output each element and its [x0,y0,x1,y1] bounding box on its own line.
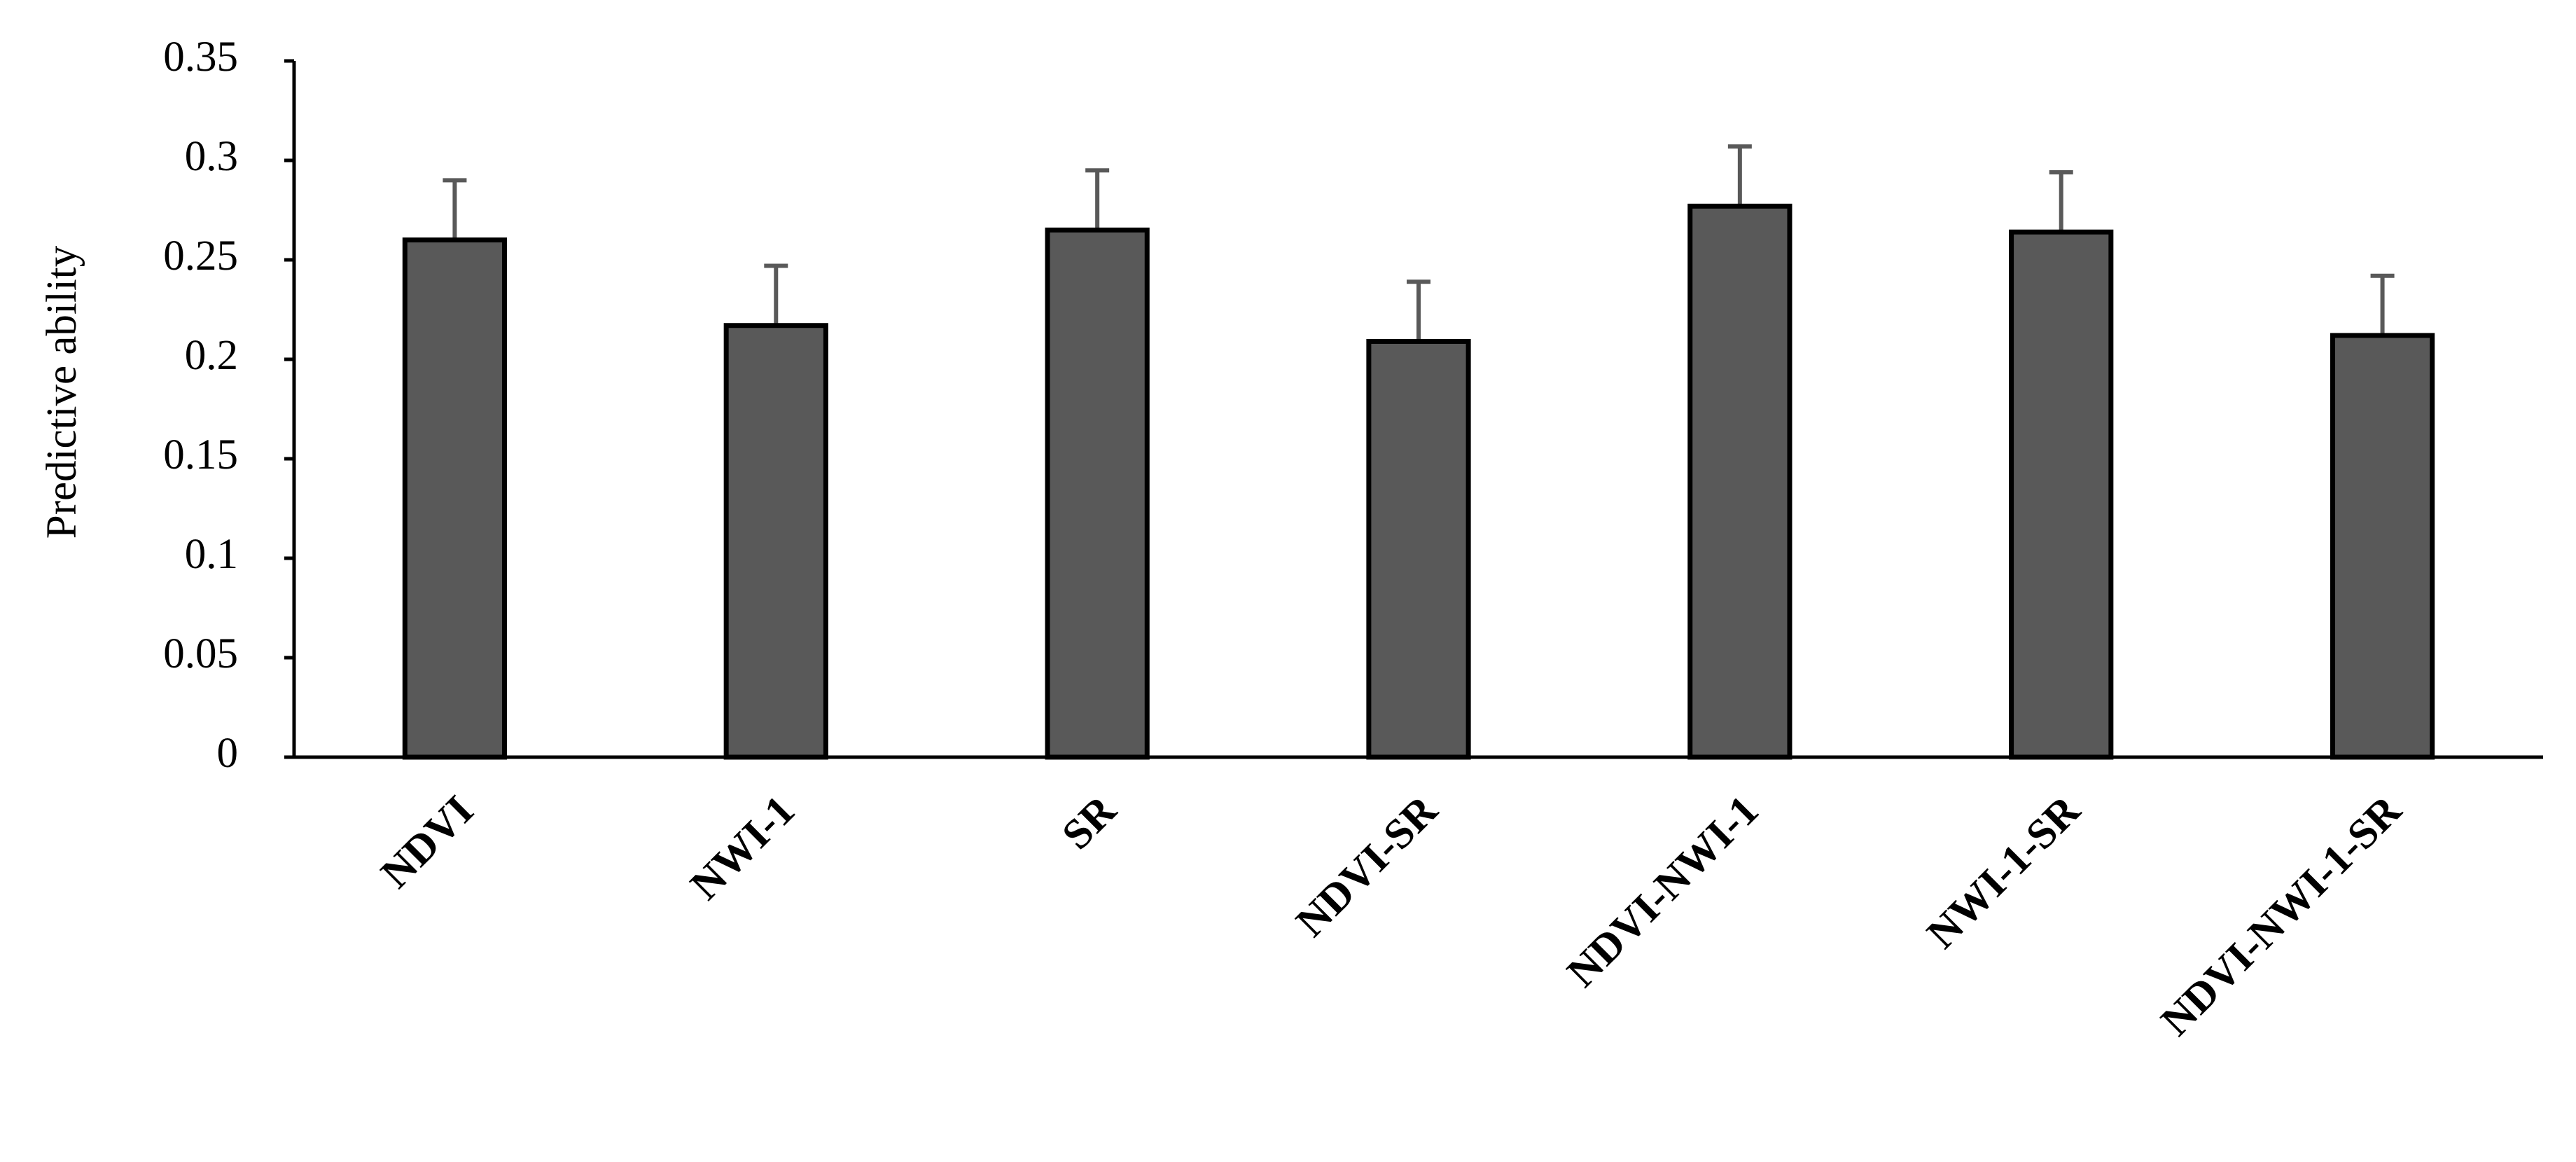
y-tick-label: 0.2 [185,332,238,379]
bar [1366,338,1471,760]
bar [1045,227,1150,760]
y-tick-label: 0.35 [163,34,238,81]
x-tick-label: NDVI-NWI-1-SR [2152,787,2411,1045]
bar [402,237,508,760]
y-axis-label: Predictive ability [39,245,85,539]
x-tick-label: NWI-1 [682,787,804,908]
y-tick-label: 0.15 [163,431,238,478]
bar [2009,229,2114,760]
y-tick-label: 0.1 [185,531,238,578]
y-tick-label: 0 [217,730,239,777]
bar [2330,333,2435,760]
x-tick-label: NWI-1-SR [1919,787,2090,958]
x-tick-label: NDVI-NWI-1 [1559,787,1768,996]
x-tick-label: SR [1053,787,1125,859]
y-tick-label: 0.25 [163,233,238,279]
y-tick-label: 0.05 [163,630,238,677]
y-tick-label: 0.3 [185,133,238,180]
x-tick-label: NDVI-SR [1288,787,1447,946]
bar [1687,203,1792,760]
bar [723,323,828,760]
x-tick-label: NDVI [373,787,483,897]
